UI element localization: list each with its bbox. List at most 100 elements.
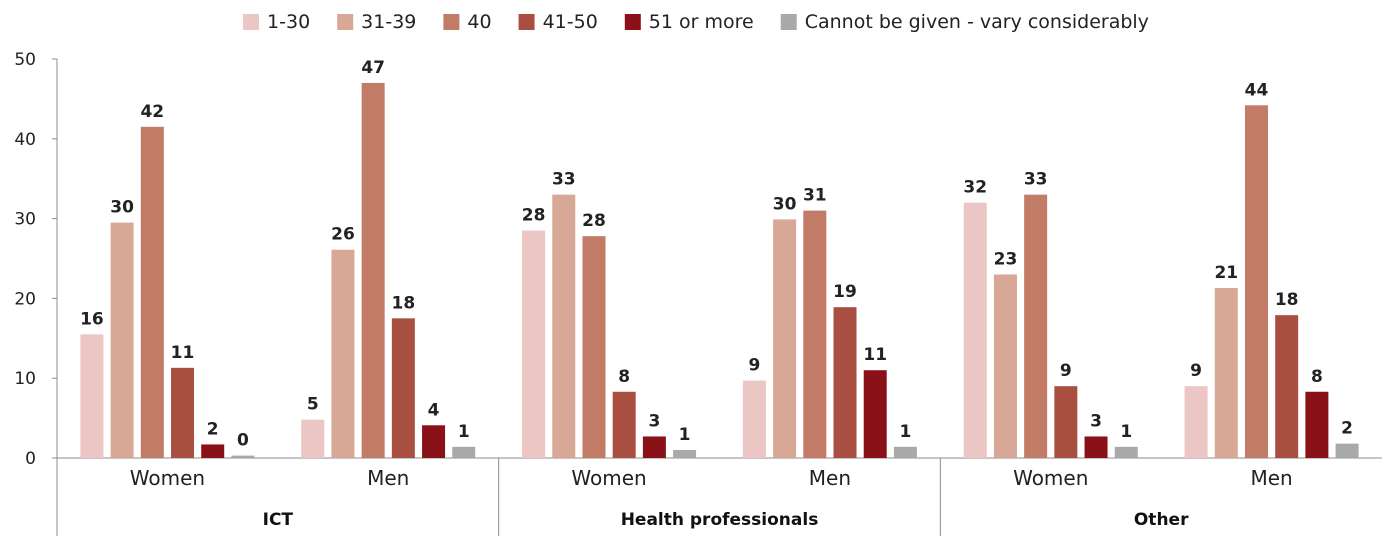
bar [1244,105,1268,458]
data-label: 28 [582,211,606,231]
data-label: 4 [428,400,440,420]
bar [803,210,827,458]
group-label: ICT [263,510,294,530]
bar [110,222,134,458]
data-label: 9 [1060,361,1072,381]
data-label: 18 [1275,290,1299,310]
data-label: 9 [1190,361,1202,381]
y-tick-label: 40 [14,130,36,150]
y-axis: 0 10 20 30 40 50 [14,50,58,536]
data-label: 2 [207,419,219,439]
category-label: Women [571,466,646,490]
bar [1054,386,1078,458]
data-label: 1 [1120,422,1132,442]
data-label: 42 [140,102,164,122]
data-label: 9 [748,356,760,376]
bar [391,318,415,458]
bar [1275,315,1299,458]
data-label: 1 [899,422,911,442]
data-label: 16 [80,309,104,329]
group-label: Other [1134,510,1189,530]
bar [422,425,446,458]
data-label: 31 [803,186,827,206]
category-label: Women [1013,466,1088,490]
bar [993,274,1017,458]
bar [171,367,195,458]
bar [522,230,546,458]
data-label: 33 [1024,170,1048,190]
bar [361,82,385,458]
y-tick-label: 50 [14,50,36,70]
bar [642,436,666,458]
data-label: 23 [994,249,1018,269]
bar [552,194,576,458]
legend-label: 41-50 [543,11,598,33]
legend-swatch [624,14,641,30]
bar [582,236,606,458]
legend-label: 40 [467,11,491,33]
legend-label: 31-39 [361,11,416,33]
y-tick-label: 30 [14,210,36,230]
data-label: 1 [458,422,470,442]
data-label: 3 [1090,411,1102,431]
data-label: 32 [963,178,987,198]
bar [231,455,255,458]
y-tick-label: 0 [25,449,36,469]
data-label: 8 [1311,367,1323,387]
data-label: 11 [171,343,195,363]
bar [612,391,636,458]
legend-swatch [518,14,535,30]
bar [773,219,797,458]
bar [1305,391,1329,458]
data-label: 33 [552,170,576,190]
bar [1184,386,1208,458]
bar [331,249,355,458]
category-label: Men [367,466,409,490]
bar-series [80,82,1359,458]
data-label: 19 [833,282,857,302]
legend-swatch [443,14,460,30]
data-label: 21 [1214,263,1238,283]
data-label: 30 [110,198,134,218]
group-label: Health professionals [621,510,819,530]
bar [863,370,887,458]
bar [80,334,104,458]
data-label: 0 [237,431,249,451]
bar [301,419,325,458]
data-label: 1 [679,425,691,445]
data-label: 5 [307,395,319,415]
bar [742,380,766,458]
x-axis: ICT Women Men Health professionals Women Men O… [57,457,1382,536]
category-label: Women [130,466,205,490]
bar [201,444,225,458]
data-label: 26 [331,225,355,245]
bar [1335,443,1359,458]
legend-label: Cannot be given - vary considerably [805,11,1149,33]
bar [1024,194,1048,458]
y-tick-label: 10 [14,369,36,389]
legend-swatch [337,14,354,30]
data-label: 44 [1245,80,1269,100]
legend-label: 51 or more [649,11,754,33]
bar [1084,436,1108,458]
data-label: 47 [361,58,385,78]
chart-legend: 1-30 31-39 40 41-50 51 or more Cannot be give… [243,11,1149,33]
legend-label: 1-30 [267,11,310,33]
data-label: 28 [522,206,546,226]
bar [140,126,164,458]
data-label: 3 [648,411,660,431]
bar [1114,446,1138,458]
bar [452,446,476,458]
data-label: 8 [618,367,630,387]
data-label: 30 [773,194,797,214]
category-label: Men [1250,466,1292,490]
data-label: 18 [392,293,416,313]
legend-swatch [243,14,260,30]
bar [963,202,987,458]
bar [673,450,697,458]
bar [893,446,917,458]
bar [1214,288,1238,458]
category-label: Men [809,466,851,490]
